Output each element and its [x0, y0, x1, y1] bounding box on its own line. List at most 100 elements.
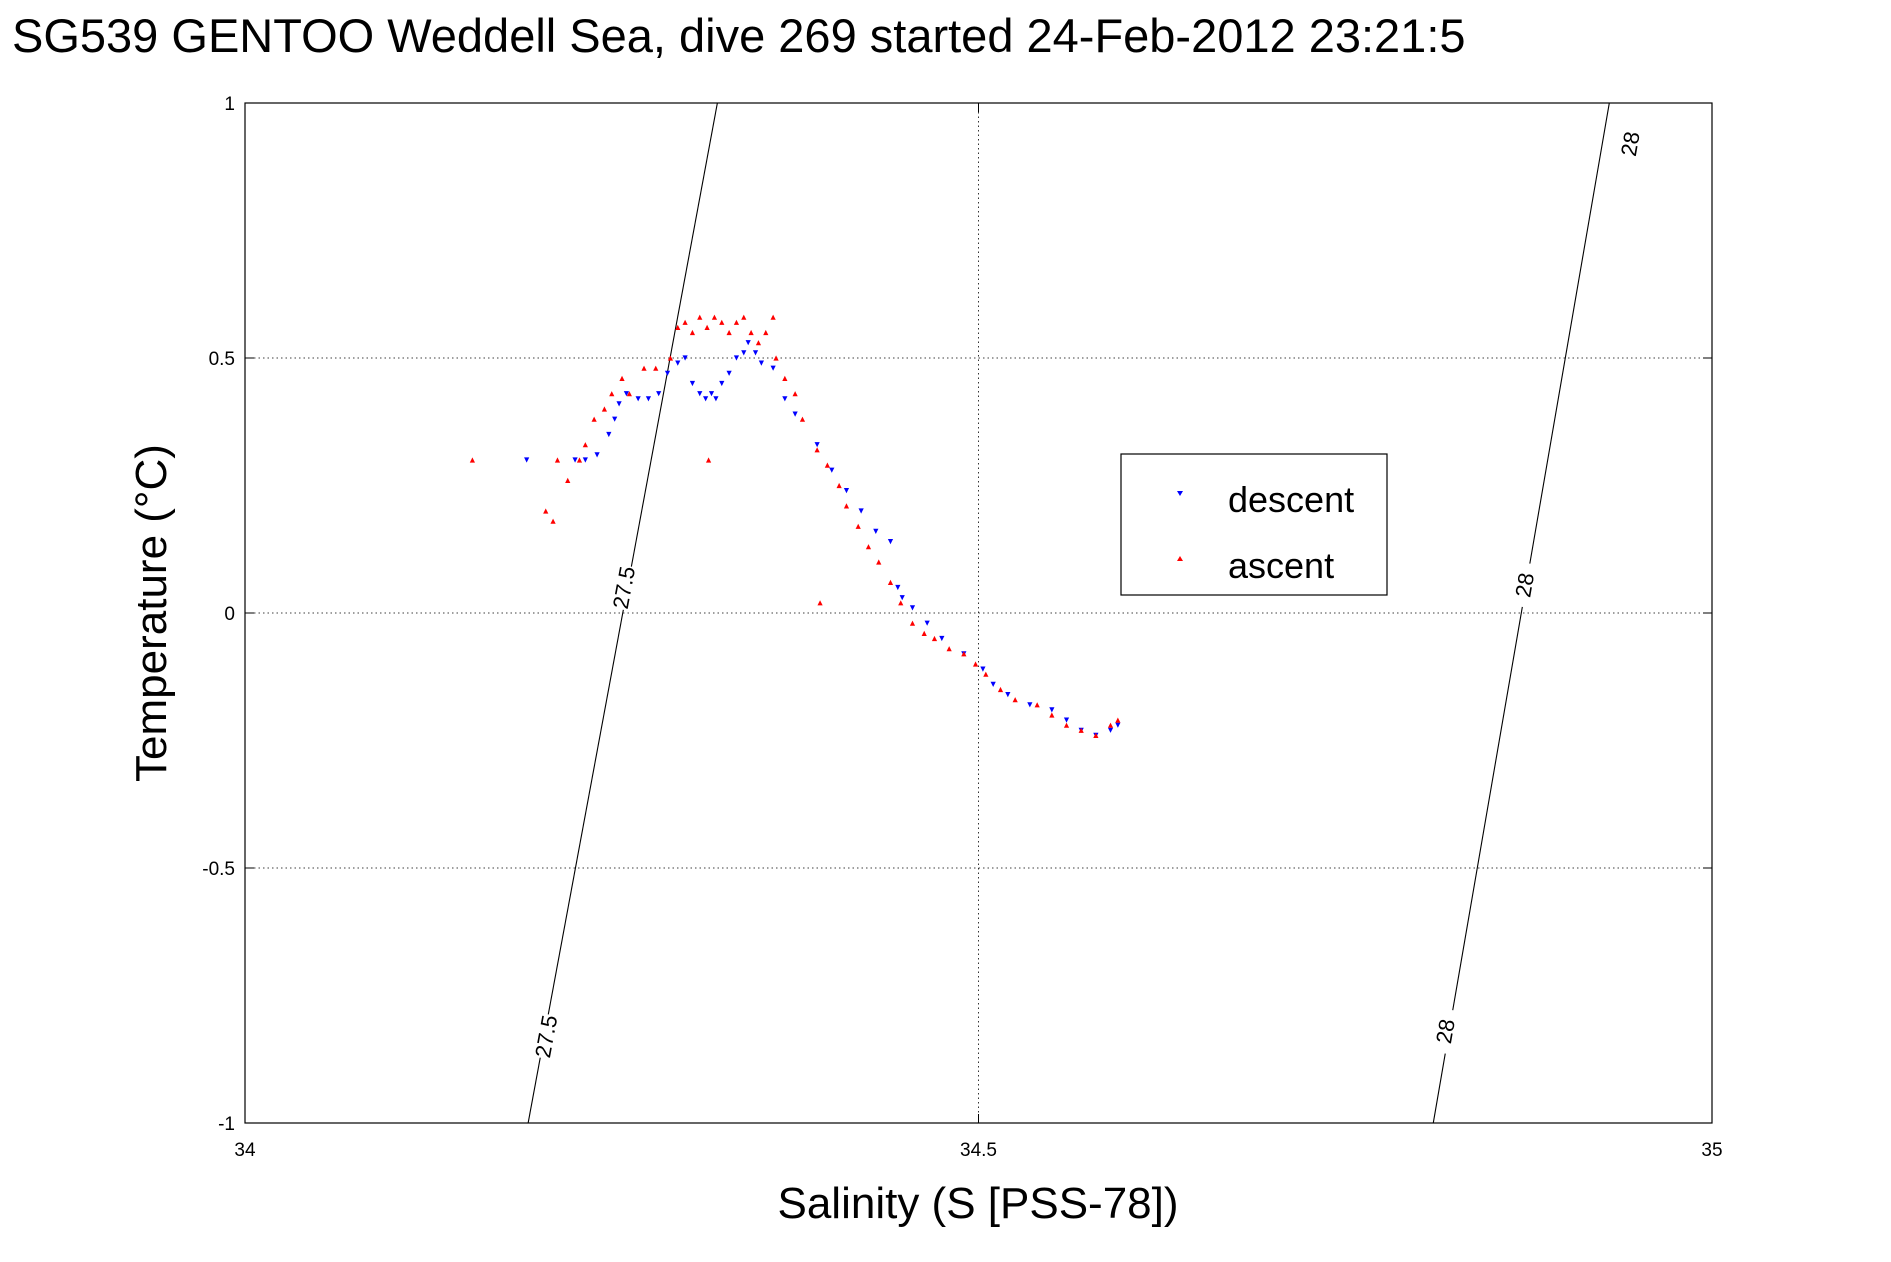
descent-point-31 — [843, 488, 850, 494]
ascent-point-56 — [1107, 722, 1114, 728]
ascent-point-12 — [641, 365, 647, 371]
legend-box — [1120, 453, 1388, 596]
ascent-point-59 — [817, 600, 823, 606]
descent-point-16 — [703, 396, 709, 402]
ascent-point-19 — [704, 324, 710, 330]
descent-point-43 — [1005, 692, 1011, 698]
descent-point-21 — [733, 355, 740, 361]
ascent-point-14 — [667, 355, 674, 361]
descent-point-41 — [980, 666, 986, 672]
descent-point-38 — [924, 620, 930, 626]
x-tick-label-1: 34.5 — [960, 1140, 997, 1161]
ascent-point-58 — [705, 457, 712, 463]
ascent-point-15 — [675, 324, 681, 330]
ascent-point-35 — [836, 482, 842, 489]
ascent-point-54 — [1078, 727, 1084, 733]
ascent-point-49 — [997, 686, 1004, 693]
descent-point-46 — [1063, 717, 1070, 723]
descent-point-28 — [792, 411, 798, 417]
legend-label-descent: descent — [1228, 479, 1354, 520]
descent-point-44 — [1027, 702, 1033, 708]
contour-label-bg — [1612, 119, 1648, 168]
ascent-point-44 — [931, 635, 938, 642]
ascent-point-13 — [653, 365, 659, 371]
ascent-point-30 — [782, 375, 788, 381]
descent-point-25 — [758, 360, 764, 366]
y-tick-label-4: 1 — [224, 94, 235, 115]
descent-point-22 — [741, 350, 747, 356]
contour-line-28 — [1432, 102, 1610, 1124]
descent-point-27 — [782, 396, 788, 402]
axis-ticks: 34 34.5 35 -1 -0.5 0 0.5 1 — [202, 94, 1722, 1161]
ascent-point-55 — [1093, 732, 1099, 738]
contour-line-27-5 — [527, 102, 718, 1124]
ascent-point-57 — [1115, 717, 1121, 723]
descent-point-10 — [656, 391, 662, 397]
descent-point-50 — [1115, 722, 1121, 728]
descent-point-5 — [612, 416, 618, 422]
legend-marker-descent — [1177, 491, 1183, 496]
ascent-point-23 — [733, 319, 740, 325]
descent-point-33 — [873, 528, 879, 534]
descent-point-4 — [606, 431, 612, 438]
ascent-point-0 — [469, 457, 475, 463]
data-points — [469, 314, 1121, 738]
ascent-point-7 — [591, 416, 597, 422]
contour-label-bg — [605, 563, 642, 612]
ascent-point-47 — [972, 661, 979, 667]
ascent-point-10 — [619, 375, 625, 381]
ascent-point-25 — [748, 329, 754, 336]
descent-point-45 — [1049, 707, 1055, 713]
descent-point-3 — [594, 452, 600, 458]
grid — [245, 103, 1712, 1123]
descent-point-19 — [719, 380, 725, 387]
ascent-point-17 — [689, 329, 696, 336]
x-tick-label-0: 34 — [234, 1140, 256, 1161]
descent-point-14 — [689, 380, 696, 387]
descent-point-6 — [616, 401, 622, 407]
y-axis-label: Temperature (°C) — [127, 444, 176, 782]
ascent-point-41 — [898, 600, 904, 606]
descent-point-30 — [829, 467, 835, 473]
descent-point-23 — [745, 340, 751, 346]
descent-point-24 — [752, 350, 759, 356]
ascent-point-1 — [543, 508, 549, 514]
ascent-point-16 — [682, 319, 688, 325]
x-axis-label: Salinity (S [PSS-78]) — [777, 1179, 1178, 1228]
legend-marker-ascent — [1177, 556, 1183, 561]
descent-point-11 — [664, 370, 671, 376]
contour-label-bg — [527, 1012, 564, 1061]
descent-point-13 — [682, 355, 688, 361]
ascent-point-40 — [887, 579, 894, 585]
ascent-point-46 — [961, 651, 967, 657]
descent-point-9 — [645, 396, 652, 402]
ascent-point-5 — [576, 457, 583, 463]
ascent-point-38 — [865, 544, 872, 550]
ascent-point-53 — [1063, 722, 1070, 728]
descent-point-8 — [635, 396, 641, 402]
contour-label-bg — [1506, 560, 1542, 610]
ascent-point-18 — [697, 314, 703, 320]
contour-label-1-0: 28 — [1431, 1017, 1460, 1045]
ascent-point-36 — [843, 503, 850, 509]
descent-point-7 — [623, 391, 630, 397]
descent-point-17 — [708, 391, 715, 397]
ascent-point-42 — [909, 620, 916, 626]
ascent-point-4 — [565, 477, 571, 483]
ascent-point-8 — [601, 406, 608, 412]
ascent-point-52 — [1049, 712, 1055, 718]
ascent-point-28 — [770, 314, 776, 320]
descent-point-37 — [909, 605, 916, 611]
descent-point-42 — [990, 681, 996, 687]
descent-point-26 — [770, 365, 776, 371]
x-tick-label-2: 35 — [1701, 1140, 1722, 1161]
y-tick-label-3: 0.5 — [209, 349, 235, 370]
descent-point-2 — [582, 457, 588, 463]
ascent-point-31 — [792, 391, 798, 397]
descent-point-18 — [713, 396, 719, 402]
y-tick-label-0: -1 — [218, 1114, 235, 1135]
ascent-point-32 — [799, 416, 806, 422]
ascent-point-45 — [946, 646, 952, 652]
